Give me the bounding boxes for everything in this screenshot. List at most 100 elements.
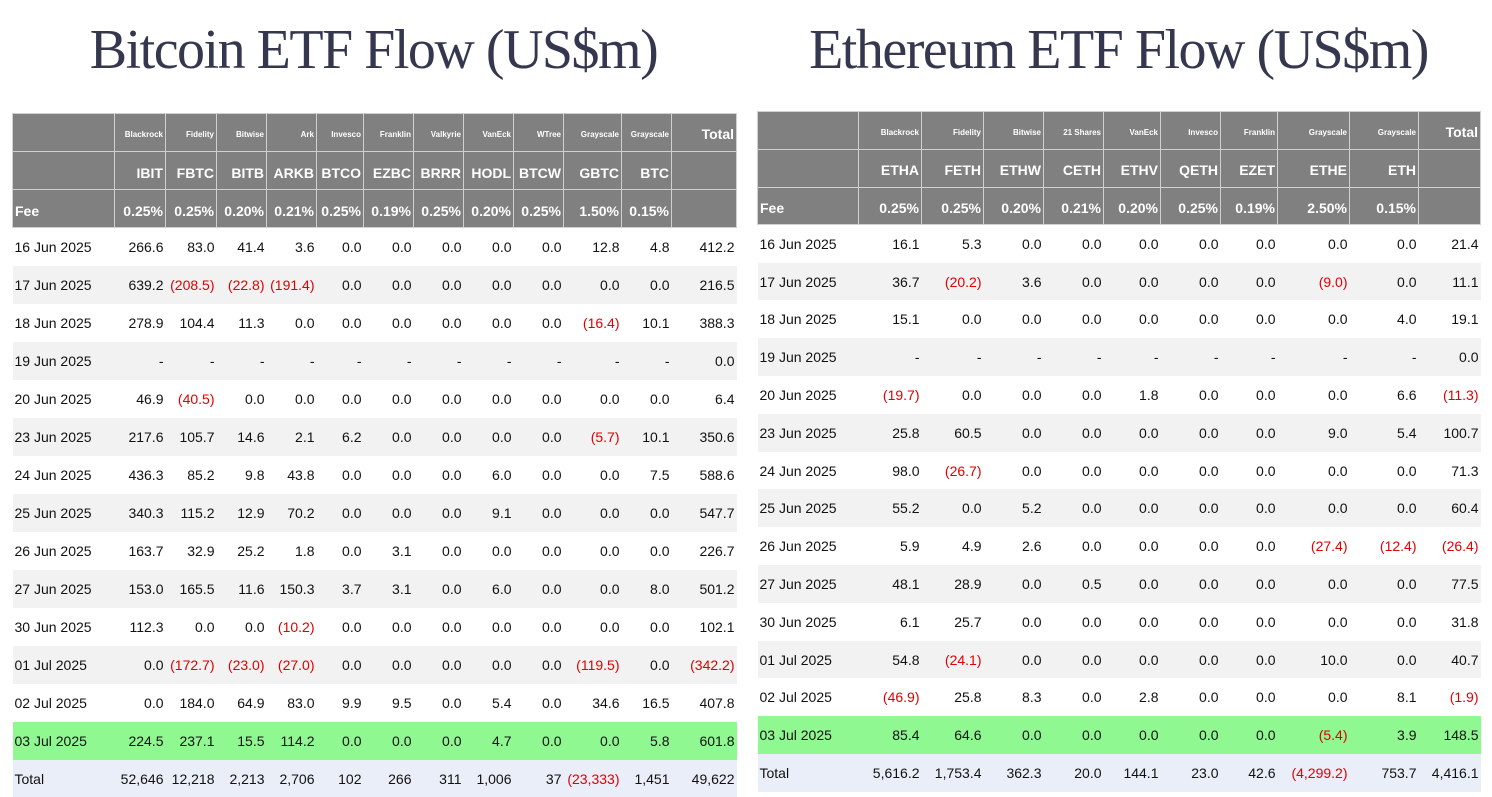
flow-value: 0.0 — [921, 300, 984, 339]
flow-value: (11.3) — [1418, 376, 1481, 414]
flow-value: 0.0 — [413, 645, 464, 684]
flow-value: 0.0 — [463, 265, 514, 304]
flow-value: 0.0 — [1220, 640, 1278, 679]
ticker: BTCW — [513, 151, 564, 190]
flow-value: 0.0 — [1103, 413, 1161, 452]
flow-value: 0.5 — [1043, 565, 1104, 603]
flow-value: 0.0 — [363, 645, 414, 684]
date: 16 Jun 2025 — [12, 227, 115, 266]
data-row: 03 Jul 2025 224.5 237.1 15.5 114.2 0.0 0.0 0.0 4… — [12, 721, 737, 760]
flow-value: 0.0 — [513, 569, 564, 608]
date: 27 Jun 2025 — [757, 565, 859, 603]
flow-value: 0.0 — [1349, 451, 1419, 490]
date: 18 Jun 2025 — [757, 300, 859, 339]
flow-value: 19.1 — [1418, 300, 1481, 339]
flow-value: 0.0 — [983, 376, 1044, 414]
fee: 0.20% — [983, 186, 1044, 226]
flow-value: 0.0 — [266, 379, 317, 418]
flow-value: 0.0 — [413, 569, 464, 608]
fee: 0.20% — [216, 189, 267, 228]
flow-value: 4.8 — [621, 227, 672, 266]
flow-value: 25.7 — [921, 602, 984, 641]
ticker: BITB — [216, 151, 267, 190]
flow-value: (9.0) — [1277, 262, 1350, 301]
flow-value: 0.0 — [513, 417, 564, 456]
ethereum-table: Blackrock Fidelity Bitwise 21 Shares VanEck I… — [757, 111, 1481, 792]
flow-value: 0.0 — [1349, 640, 1419, 679]
flow-value: 71.3 — [1418, 451, 1481, 490]
total-value: 20.0 — [1043, 754, 1104, 792]
flow-value: 3.9 — [1349, 716, 1419, 755]
flow-value: 501.2 — [671, 569, 737, 608]
ticker: BTC — [621, 151, 672, 190]
flow-value: - — [1277, 338, 1350, 377]
flow-value: 83.0 — [165, 227, 217, 266]
blank-cell — [671, 189, 737, 228]
total-value: 49,622 — [671, 759, 737, 797]
flow-value: 0.0 — [316, 721, 364, 760]
blank-cell — [757, 148, 859, 188]
flow-value: 0.0 — [1277, 451, 1350, 490]
fee-label: Fee — [12, 189, 115, 228]
flow-value: 0.0 — [1103, 565, 1161, 603]
data-row: 16 Jun 2025 16.1 5.3 0.0 0.0 0.0 0.0 0.0 0.0 0.0 2… — [757, 224, 1481, 263]
flow-value: 54.8 — [858, 640, 922, 679]
flow-value: - — [216, 341, 267, 380]
flow-value: 0.0 — [363, 607, 414, 646]
flow-value: 9.9 — [316, 683, 364, 722]
flow-value: 85.2 — [165, 455, 217, 494]
data-row: 26 Jun 2025 5.9 4.9 2.6 0.0 0.0 0.0 0.0 (27.4) (1… — [757, 527, 1481, 566]
flow-value: 114.2 — [266, 721, 317, 760]
fee: 0.15% — [621, 189, 672, 228]
issuer: Valkyrie — [413, 113, 464, 152]
issuer: Franklin — [363, 113, 414, 152]
flow-value: 36.7 — [858, 262, 922, 301]
ticker: ETHA — [858, 148, 922, 188]
flow-value: 1.8 — [1103, 376, 1161, 414]
date: 19 Jun 2025 — [12, 341, 115, 380]
flow-value: - — [858, 338, 922, 377]
issuer: Grayscale — [1349, 111, 1419, 150]
flow-value: 98.0 — [858, 451, 922, 490]
flow-value: 0.0 — [1160, 602, 1221, 641]
flow-value: 40.7 — [1418, 640, 1481, 679]
flow-value: 11.3 — [216, 303, 267, 342]
flow-value: 0.0 — [266, 303, 317, 342]
data-row: 24 Jun 2025 98.0 (26.7) 0.0 0.0 0.0 0.0 0.0 0.0 0… — [757, 451, 1481, 490]
fee: 0.25% — [1160, 186, 1221, 226]
flow-value: 0.0 — [463, 417, 514, 456]
flow-value: 436.3 — [114, 455, 166, 494]
flow-value: (20.2) — [921, 262, 984, 301]
flow-value: - — [165, 341, 217, 380]
flow-value: - — [563, 341, 622, 380]
ticker: FETH — [921, 148, 984, 188]
flow-value: 6.6 — [1349, 376, 1419, 414]
flow-value: 0.0 — [1277, 602, 1350, 641]
flow-value: 3.1 — [363, 531, 414, 570]
data-row: 16 Jun 2025 266.6 83.0 41.4 3.6 0.0 0.0 0.0 0.0 0… — [12, 227, 737, 266]
flow-value: 0.0 — [363, 303, 414, 342]
flow-value: 10.0 — [1277, 640, 1350, 679]
total-value: 144.1 — [1103, 754, 1161, 792]
flow-value: 0.0 — [1160, 716, 1221, 755]
flow-value: 0.0 — [413, 265, 464, 304]
total-row: Total 52,646 12,218 2,213 2,706 102 266 311 1,00… — [12, 759, 737, 797]
blank-cell — [12, 113, 115, 152]
flow-value: (172.7) — [165, 645, 217, 684]
flow-value: 0.0 — [316, 303, 364, 342]
flow-value: 6.1 — [858, 602, 922, 641]
flow-value: - — [621, 341, 672, 380]
flow-value: 0.0 — [983, 300, 1044, 339]
total-value: 12,218 — [165, 759, 217, 797]
flow-value: 0.0 — [1160, 527, 1221, 566]
data-row: 25 Jun 2025 340.3 115.2 12.9 70.2 0.0 0.0 0.0 9.… — [12, 493, 737, 532]
flow-value: 0.0 — [513, 493, 564, 532]
flow-value: 0.0 — [621, 607, 672, 646]
fee-row: Fee 0.25% 0.25% 0.20% 0.21% 0.25% 0.19% 0.25% 0.… — [12, 189, 737, 228]
fee: 0.15% — [1349, 186, 1419, 226]
flow-value: 64.6 — [921, 716, 984, 755]
flow-value: 0.0 — [316, 645, 364, 684]
fee: 0.25% — [858, 186, 922, 226]
flow-value: 0.0 — [363, 265, 414, 304]
flow-value: 9.1 — [463, 493, 514, 532]
